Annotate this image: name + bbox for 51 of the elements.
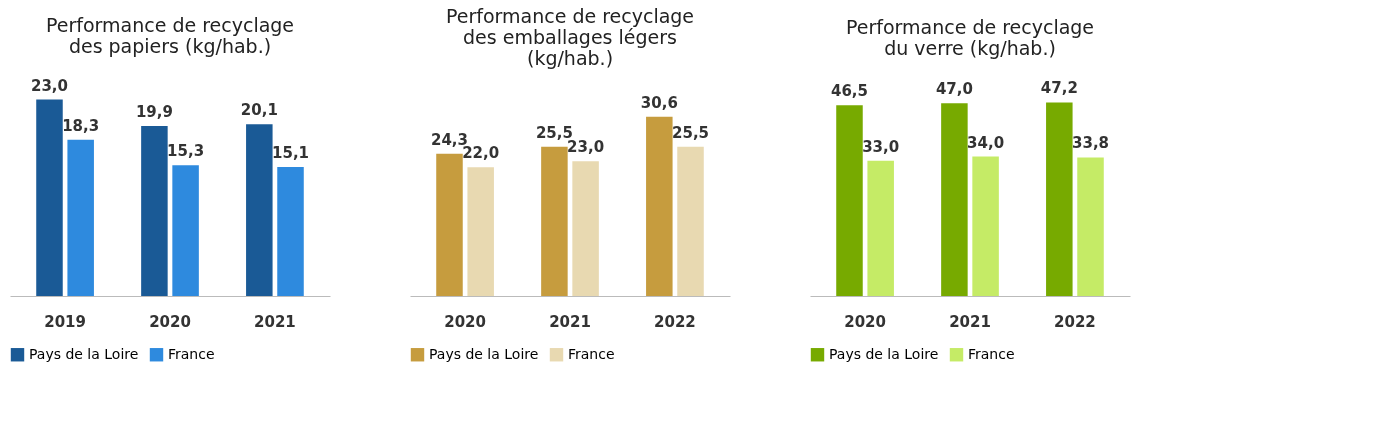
data-label: 33,8 <box>1072 134 1110 153</box>
bar <box>541 146 568 296</box>
data-label: 23,0 <box>30 76 68 95</box>
bar <box>941 103 968 296</box>
x-tick-label: 2020 <box>844 312 886 331</box>
bar <box>246 124 273 296</box>
data-label: 34,0 <box>967 133 1005 152</box>
chart-title: Performance de recyclage du verre (kg/hab.) <box>845 16 1095 60</box>
bar <box>36 99 63 296</box>
bar <box>277 167 304 296</box>
data-label: 25,5 <box>672 123 710 142</box>
bar <box>646 116 673 296</box>
x-tick-label: 2020 <box>149 312 191 331</box>
legend-label: Pays de la Loire <box>429 345 539 362</box>
data-label: 18,3 <box>62 116 100 135</box>
bar <box>467 167 494 296</box>
bar <box>172 165 199 296</box>
bar <box>572 161 599 296</box>
data-label: 33,0 <box>862 137 900 156</box>
bar <box>1077 157 1104 296</box>
legend-label: Pays de la Loire <box>29 345 139 362</box>
bar <box>1046 102 1073 296</box>
bar <box>141 126 168 296</box>
data-label: 22,0 <box>462 144 500 163</box>
chart-title: Performance de recyclage des papiers (kg/hab.) <box>45 13 295 57</box>
x-tick-label: 2019 <box>44 312 86 331</box>
data-label: 15,1 <box>272 144 310 163</box>
data-label: 30,6 <box>640 93 678 112</box>
legend-label: Pays de la Loire <box>829 345 939 362</box>
legend-label: France <box>568 345 615 362</box>
x-tick-label: 2021 <box>549 312 591 331</box>
bar <box>836 105 863 296</box>
x-tick-label: 2022 <box>654 312 696 331</box>
bar <box>67 139 94 296</box>
chart-title: Performance de recyclage des emballages légers (kg/hab.) <box>445 5 695 69</box>
bar <box>436 153 463 296</box>
x-tick-label: 2022 <box>1054 312 1096 331</box>
x-tick-label: 2021 <box>254 312 296 331</box>
data-label: 15,3 <box>167 142 205 161</box>
bar <box>867 160 894 296</box>
x-tick-label: 2020 <box>444 312 486 331</box>
bar <box>677 146 704 296</box>
data-label: 19,9 <box>135 103 173 122</box>
data-label: 47,2 <box>1040 79 1078 98</box>
data-label: 46,5 <box>830 82 868 101</box>
legend-label: France <box>968 345 1015 362</box>
legend-label: France <box>168 345 215 362</box>
data-label: 47,0 <box>935 80 973 99</box>
x-tick-label: 2021 <box>949 312 991 331</box>
data-label: 20,1 <box>240 101 278 120</box>
bar <box>972 156 999 296</box>
